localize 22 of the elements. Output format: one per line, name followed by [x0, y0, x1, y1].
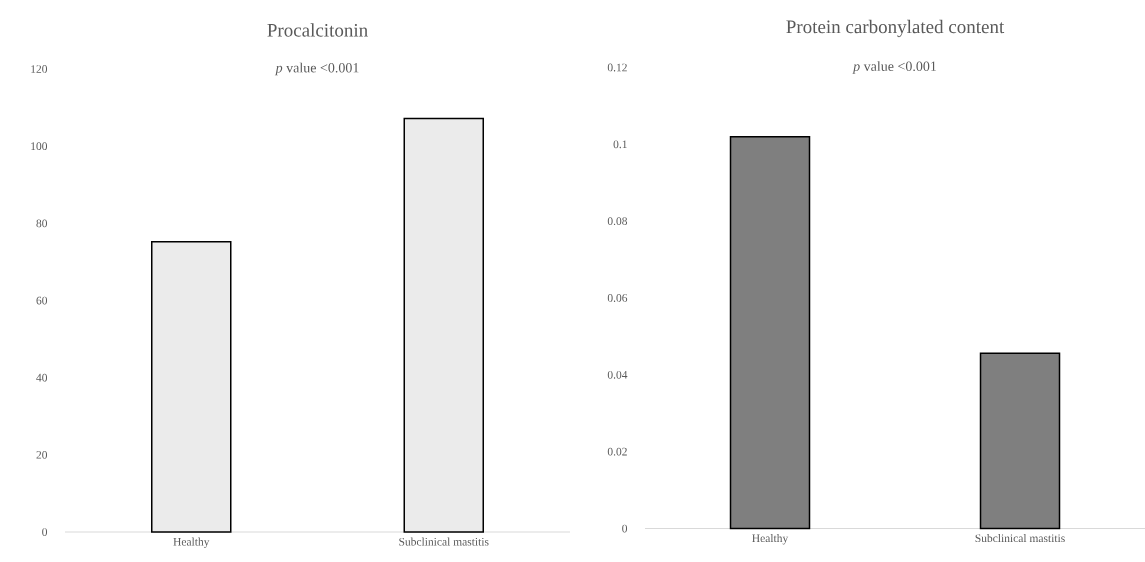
y-tick-label: 40 — [36, 373, 48, 382]
x-tick-label: Subclinical mastitis — [399, 537, 489, 546]
y-tick-label: 0.1 — [613, 140, 627, 149]
x-tick-label: Healthy — [752, 534, 789, 545]
y-tick-label: 0.02 — [607, 447, 627, 456]
y-tick-label: 100 — [31, 142, 48, 151]
x-tick-label: Healthy — [173, 537, 210, 548]
chart-subtitle: p value <0.001 — [274, 62, 359, 76]
y-tick-label: 0.06 — [607, 294, 628, 302]
x-tick-label: Subclinical mastitis — [975, 534, 1065, 543]
y-tick-label: 0.08 — [607, 217, 628, 226]
y-tick-label: 60 — [36, 296, 48, 305]
y-tick-label: 0 — [42, 528, 48, 536]
y-tick-label: 80 — [36, 219, 48, 228]
y-tick-label: 0 — [622, 524, 628, 533]
y-tick-label: 0.04 — [607, 370, 628, 379]
chart-title: Procalcitonin — [267, 23, 368, 37]
chart-subtitle: p value <0.001 — [852, 61, 937, 74]
chart-title: Protein carbonylated content — [786, 19, 1005, 38]
y-tick-label: 20 — [36, 450, 48, 459]
y-tick-label: 120 — [31, 65, 48, 73]
y-tick-label: 0.12 — [607, 63, 627, 72]
